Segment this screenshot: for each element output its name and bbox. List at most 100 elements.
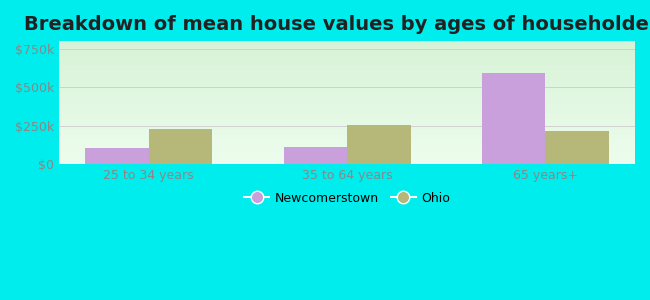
Bar [59, 145, 635, 146]
Bar [59, 82, 635, 83]
Bar [283, 146, 347, 164]
Title: Breakdown of mean house values by ages of householders: Breakdown of mean house values by ages o… [24, 15, 650, 34]
Bar [59, 50, 635, 51]
Bar [59, 100, 635, 101]
Bar [59, 68, 635, 69]
Bar [59, 162, 635, 163]
Bar [59, 132, 635, 134]
Bar [59, 124, 635, 125]
Bar [59, 158, 635, 159]
Bar [59, 117, 635, 119]
Bar [59, 85, 635, 87]
Bar [59, 136, 635, 137]
Bar [59, 63, 635, 64]
Bar [59, 44, 635, 45]
Bar [59, 103, 635, 104]
Bar [59, 134, 635, 135]
Bar [59, 94, 635, 95]
Bar [59, 51, 635, 52]
Bar [59, 72, 635, 73]
Bar [59, 83, 635, 84]
Bar [347, 125, 411, 164]
Bar [59, 106, 635, 108]
Bar [59, 128, 635, 130]
Bar [59, 110, 635, 111]
Bar [59, 46, 635, 47]
Bar [59, 99, 635, 100]
Bar [59, 111, 635, 112]
Bar [482, 74, 545, 164]
Bar [59, 125, 635, 126]
Bar [59, 62, 635, 63]
Bar [59, 142, 635, 143]
Bar [59, 73, 635, 74]
Bar [59, 71, 635, 72]
Bar [59, 120, 635, 121]
Bar [149, 129, 212, 164]
Bar [59, 126, 635, 127]
Bar [59, 127, 635, 128]
Bar [59, 76, 635, 77]
Bar [59, 98, 635, 99]
Bar [59, 131, 635, 132]
Bar [59, 42, 635, 44]
Bar [59, 160, 635, 162]
Bar [59, 64, 635, 66]
Bar [59, 146, 635, 147]
Bar [59, 90, 635, 92]
Bar [59, 143, 635, 145]
Bar [59, 95, 635, 97]
Bar [59, 74, 635, 76]
Bar [59, 58, 635, 60]
Bar [59, 69, 635, 71]
Bar [59, 154, 635, 156]
Bar [85, 148, 149, 164]
Bar [59, 80, 635, 82]
Bar [59, 135, 635, 136]
Bar [59, 137, 635, 138]
Bar [59, 115, 635, 116]
Bar [59, 55, 635, 56]
Bar [59, 119, 635, 120]
Bar [59, 121, 635, 122]
Bar [59, 60, 635, 61]
Bar [59, 89, 635, 90]
Bar [59, 122, 635, 124]
Bar [59, 159, 635, 160]
Bar [59, 157, 635, 158]
Bar [59, 78, 635, 79]
Bar [59, 140, 635, 141]
Bar [59, 114, 635, 115]
Bar [59, 67, 635, 68]
Bar [59, 45, 635, 46]
Bar [59, 52, 635, 53]
Bar [59, 61, 635, 62]
Bar [59, 116, 635, 117]
Bar [59, 49, 635, 50]
Bar [59, 109, 635, 110]
Bar [59, 141, 635, 142]
Bar [59, 93, 635, 94]
Bar [59, 130, 635, 131]
Bar [59, 105, 635, 106]
Bar [59, 151, 635, 152]
Bar [545, 131, 609, 164]
Bar [59, 66, 635, 67]
Bar [59, 97, 635, 98]
Bar [59, 79, 635, 80]
Bar [59, 87, 635, 88]
Bar [59, 149, 635, 151]
Bar [59, 77, 635, 78]
Bar [59, 57, 635, 58]
Bar [59, 104, 635, 105]
Bar [59, 53, 635, 55]
Legend: Newcomerstown, Ohio: Newcomerstown, Ohio [239, 187, 455, 210]
Bar [59, 138, 635, 140]
Bar [59, 148, 635, 149]
Bar [59, 153, 635, 154]
Bar [59, 56, 635, 57]
Bar [59, 112, 635, 114]
Bar [59, 41, 635, 42]
Bar [59, 88, 635, 89]
Bar [59, 101, 635, 103]
